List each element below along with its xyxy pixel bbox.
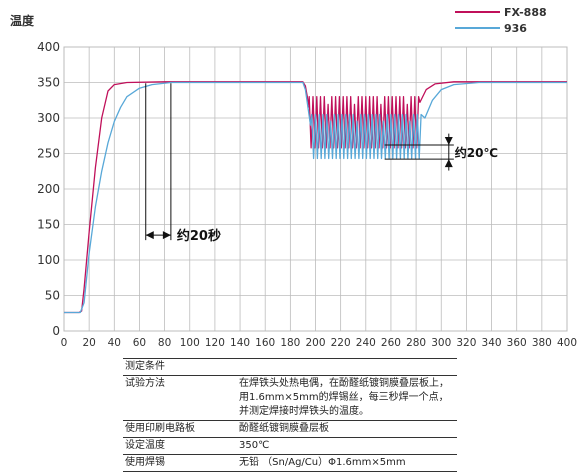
annotation-20-degrees: 约20℃	[455, 145, 498, 160]
condition-value: 在焊铁头处热电偶，在酚醛纸镀铜膜叠层板上，用1.6mm×5mm的焊锡丝，每三秒焊…	[237, 375, 457, 421]
y-tick-label: 250	[37, 147, 60, 161]
y-tick-label: 350	[37, 76, 60, 90]
x-tick-label: 100	[180, 337, 200, 349]
x-tick-label: 260	[381, 337, 401, 349]
x-tick-label: 340	[482, 337, 502, 349]
y-tick-label: 150	[37, 218, 60, 232]
y-tick-label: 50	[45, 289, 60, 303]
legend-swatch-fx888	[455, 11, 500, 13]
x-tick-label: 320	[456, 337, 476, 349]
series-line-fx888	[64, 81, 567, 314]
conditions-row: 试验方法 在焊铁头处热电偶，在酚醛纸镀铜膜叠层板上，用1.6mm×5mm的焊锡丝…	[123, 375, 457, 421]
x-tick-label: 180	[280, 337, 300, 349]
x-tick-label: 80	[158, 337, 171, 349]
x-tick-label: 20	[82, 337, 95, 349]
chart-legend: FX-888 936	[455, 4, 581, 36]
arrow-head-down	[444, 136, 453, 145]
series-line-936	[64, 81, 567, 314]
temperature-chart: 0 50 100 150 200 250 300 350 400 0 20 40 60 80 100 120 1…	[37, 40, 577, 349]
condition-key: 设定温度	[123, 437, 237, 455]
legend-item-936: 936	[455, 20, 581, 36]
legend-swatch-936	[455, 27, 500, 29]
x-tick-label: 360	[507, 337, 527, 349]
x-tick-label: 0	[61, 337, 68, 349]
x-tick-label: 280	[406, 337, 426, 349]
y-tick-label: 100	[37, 253, 60, 267]
x-tick-label: 200	[305, 337, 325, 349]
conditions-row: 设定温度 350℃	[123, 437, 457, 455]
x-tick-label: 400	[557, 337, 577, 349]
x-tick-label: 300	[431, 337, 451, 349]
x-tick-label: 40	[108, 337, 121, 349]
conditions-row: 使用印刷电路板 酚醛纸镀铜膜叠层板	[123, 420, 457, 438]
condition-value: 酚醛纸镀铜膜叠层板	[237, 420, 457, 438]
arrow-head-left	[145, 231, 154, 240]
annotation-20-seconds: 约20秒	[177, 228, 221, 244]
x-tick-label: 60	[133, 337, 146, 349]
conditions-title-row: 测定条件	[123, 358, 457, 376]
x-tick-label: 120	[205, 337, 225, 349]
arrow-head-up	[444, 159, 453, 168]
x-tick-label: 220	[331, 337, 351, 349]
x-tick-label: 240	[356, 337, 376, 349]
condition-key: 试验方法	[123, 375, 237, 421]
arrow-head-right	[162, 231, 171, 240]
y-tick-label: 200	[37, 182, 60, 196]
x-tick-label: 140	[230, 337, 250, 349]
legend-label-936: 936	[504, 21, 527, 35]
test-conditions-table: 测定条件 试验方法 在焊铁头处热电偶，在酚醛纸镀铜膜叠层板上，用1.6mm×5m…	[123, 358, 457, 472]
y-tick-label: 0	[52, 324, 60, 338]
conditions-title: 测定条件	[123, 358, 457, 376]
x-tick-label: 380	[532, 337, 552, 349]
condition-key: 使用印刷电路板	[123, 420, 237, 438]
legend-item-fx888: FX-888	[455, 4, 581, 20]
x-tick-label: 160	[255, 337, 275, 349]
condition-value: 350℃	[237, 437, 457, 455]
y-tick-label: 300	[37, 111, 60, 125]
y-axis-label: 温度	[10, 14, 35, 28]
y-tick-label: 400	[37, 40, 60, 54]
legend-label-fx888: FX-888	[504, 5, 547, 19]
